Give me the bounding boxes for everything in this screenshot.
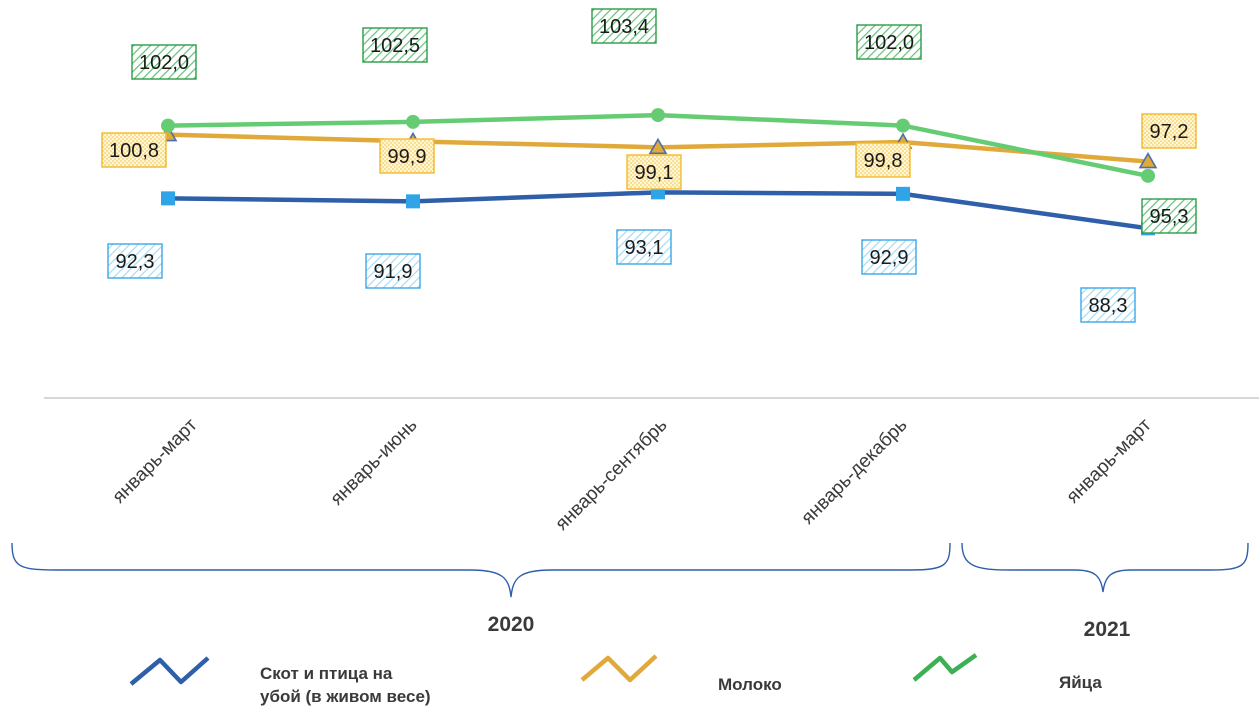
data-label-box-cattle-1 xyxy=(365,253,421,289)
point-eggs-3 xyxy=(896,118,910,133)
point-eggs-1 xyxy=(406,114,420,129)
data-label-cattle-1: 91,9 xyxy=(374,261,413,283)
data-label-cattle-4: 88,3 xyxy=(1089,295,1128,317)
data-label-eggs-3: 102,0 xyxy=(864,32,914,54)
x-tick-label-1: январь-июнь xyxy=(327,415,422,510)
data-label-cattle-2: 93,1 xyxy=(625,237,664,259)
x-tick-label-0: январь-март xyxy=(109,414,202,507)
data-label-cattle-0: 92,3 xyxy=(116,251,155,273)
brace-2021 xyxy=(961,542,1249,593)
legend-line-cattle xyxy=(129,656,210,686)
data-label-box-cattle-3 xyxy=(861,239,917,275)
data-label-box-cattle-0 xyxy=(107,243,163,279)
year-label-2021: 2021 xyxy=(1084,618,1131,641)
x-tick-labels: январь-март январь-июнь январь-сентябрь янв… xyxy=(109,414,1156,534)
data-labels-layer: 92,3 91,9 93,1 92,9 88,3 100,8 99,9 99,1 99,8 97,… xyxy=(101,8,1197,323)
data-label-box-milk-1 xyxy=(379,138,435,174)
data-label-eggs-1: 102,5 xyxy=(370,35,420,57)
data-label-eggs-2: 103,4 xyxy=(599,16,649,38)
point-cattle-3 xyxy=(896,186,910,201)
data-label-eggs-0: 102,0 xyxy=(139,52,189,74)
legend: Скот и птица на убой (в живом весе) Моло… xyxy=(129,653,1102,706)
legend-label-cattle-line2: убой (в живом весе) xyxy=(260,687,431,706)
x-tick-label-4: январь-март xyxy=(1063,414,1156,507)
data-label-eggs-4: 95,3 xyxy=(1150,206,1189,228)
year-label-2020: 2020 xyxy=(488,613,535,636)
data-label-box-cattle-2 xyxy=(616,229,672,265)
data-label-box-eggs-0 xyxy=(131,44,197,80)
data-label-box-eggs-2 xyxy=(591,8,657,44)
data-label-milk-0: 100,8 xyxy=(109,140,159,162)
brace-2020 xyxy=(11,542,951,598)
point-milk-4 xyxy=(1138,151,1158,169)
point-cattle-1 xyxy=(406,194,420,209)
data-label-box-milk-0 xyxy=(101,132,167,168)
point-cattle-0 xyxy=(161,191,175,206)
point-eggs-4 xyxy=(1141,168,1155,183)
x-tick-label-3: январь-декабрь xyxy=(797,415,911,529)
data-label-box-cattle-4 xyxy=(1080,287,1136,323)
legend-line-milk xyxy=(580,654,658,683)
data-label-box-milk-4 xyxy=(1141,113,1197,149)
data-label-box-eggs-3 xyxy=(856,24,922,60)
data-label-box-eggs-4 xyxy=(1141,198,1197,234)
data-label-milk-4: 97,2 xyxy=(1150,121,1189,143)
point-milk-2 xyxy=(648,137,668,155)
legend-label-eggs: Яйца xyxy=(1059,673,1102,692)
data-label-milk-3: 99,8 xyxy=(864,150,903,172)
legend-label-milk: Молоко xyxy=(718,675,782,694)
point-eggs-2 xyxy=(651,108,665,123)
legend-label-cattle-line1: Скот и птица на xyxy=(260,664,393,683)
x-tick-label-2: январь-сентябрь xyxy=(551,415,671,535)
data-label-box-eggs-1 xyxy=(362,27,428,63)
data-label-cattle-3: 92,9 xyxy=(870,247,909,269)
data-label-box-milk-2 xyxy=(626,154,682,190)
data-label-milk-1: 99,9 xyxy=(388,146,427,168)
legend-line-eggs xyxy=(912,653,978,682)
point-eggs-0 xyxy=(161,118,175,133)
data-label-box-milk-3 xyxy=(855,142,911,178)
data-label-milk-2: 99,1 xyxy=(635,162,674,184)
